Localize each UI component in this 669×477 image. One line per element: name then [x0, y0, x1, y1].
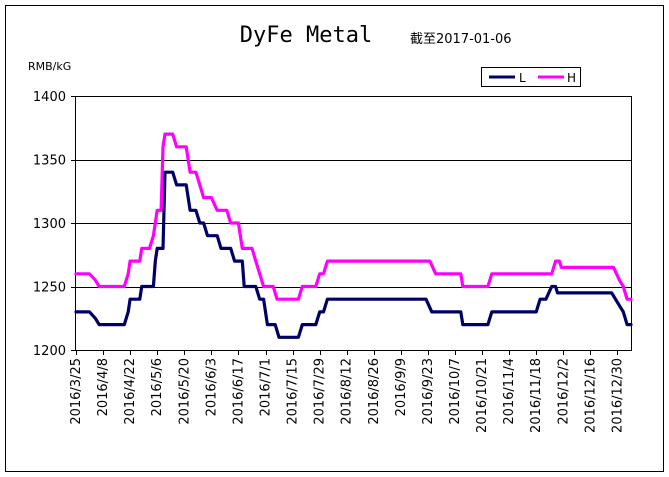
- series-line-l: [74, 170, 633, 339]
- series-line-h: [74, 132, 633, 301]
- x-tick-label: 2016/12/16: [583, 358, 598, 433]
- legend-box: [481, 67, 581, 87]
- y-axis-ticks: 1200 1250 1300 1350 1400: [33, 90, 76, 359]
- y-tick-label: 1250: [33, 281, 66, 296]
- legend-label-h: H: [567, 71, 576, 85]
- x-tick-label: 2016/9/9: [394, 358, 409, 416]
- x-tick-label: 2016/7/1: [259, 358, 274, 416]
- y-tick-label: 1350: [33, 154, 66, 169]
- x-tick-label: 2016/8/26: [367, 358, 382, 425]
- x-tick-label: 2016/12/2: [556, 358, 571, 425]
- x-tick-label: 2016/4/22: [123, 358, 138, 425]
- legend-label-l: L: [519, 71, 526, 85]
- y-axis-unit-label: RMB/kG: [28, 60, 71, 73]
- x-tick-label: 2016/12/30: [610, 358, 625, 433]
- y-tick-label: 1400: [33, 90, 66, 105]
- chart-title: DyFe Metal: [240, 23, 372, 48]
- x-tick-label: 2016/8/12: [340, 358, 355, 425]
- x-tick-label: 2016/10/7: [448, 358, 463, 425]
- x-axis-ticks: 2016/3/25 2016/4/8 2016/4/22 2016/5/6 2016/5…: [69, 350, 625, 433]
- chart-subtitle: 截至2017-01-06: [410, 32, 512, 47]
- x-tick-label: 2016/6/3: [204, 358, 219, 416]
- y-tick-label: 1200: [33, 344, 66, 359]
- x-tick-label: 2016/11/4: [502, 358, 517, 425]
- x-tick-label: 2016/3/25: [69, 358, 84, 425]
- gridlines: [76, 160, 632, 288]
- series-lines: [74, 132, 633, 339]
- x-tick-label: 2016/4/8: [96, 358, 111, 416]
- x-tick-label: 2016/7/15: [286, 358, 301, 425]
- x-tick-label: 2016/5/20: [177, 358, 192, 425]
- x-tick-label: 2016/11/18: [529, 358, 544, 433]
- x-tick-label: 2016/6/17: [231, 358, 246, 425]
- x-tick-label: 2016/7/29: [313, 358, 328, 425]
- legend: L H: [481, 67, 581, 87]
- x-tick-label: 2016/5/6: [150, 358, 165, 416]
- y-tick-label: 1300: [33, 217, 66, 232]
- x-tick-label: 2016/10/21: [475, 358, 490, 433]
- x-tick-label: 2016/9/23: [421, 358, 436, 425]
